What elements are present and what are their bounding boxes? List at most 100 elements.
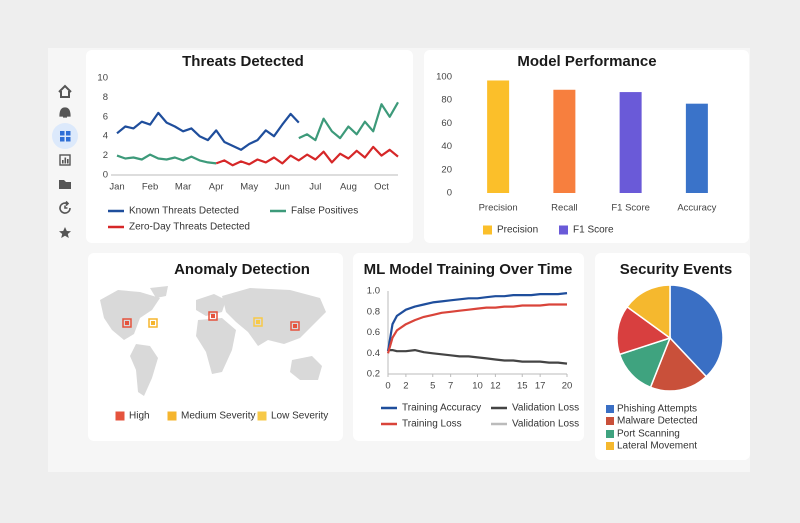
legend-label: Phishing Attempts [617, 404, 697, 415]
legend-swatch [257, 411, 267, 421]
x-tick-label: 10 [472, 381, 483, 392]
map-marker-core [211, 314, 215, 318]
legend-label: Malware Detected [617, 416, 698, 427]
series-line [116, 101, 399, 165]
bell-icon[interactable] [59, 107, 71, 118]
folder-icon[interactable] [59, 180, 71, 189]
legend-label: Port Scanning [617, 429, 680, 440]
y-tick-label: 100 [436, 72, 452, 83]
chart-title: Model Performance [517, 53, 656, 70]
chart-title: Anomaly Detection [174, 261, 310, 278]
bar [685, 103, 708, 193]
x-tick-label: Aug [340, 182, 357, 193]
series-line [386, 303, 567, 354]
map-marker [290, 321, 300, 331]
x-tick-label: Accuracy [677, 203, 716, 214]
map-marker [148, 318, 158, 328]
x-tick-label: 15 [517, 381, 528, 392]
x-tick-label: Precision [479, 203, 518, 214]
y-tick-label: 10 [97, 73, 108, 84]
home-icon[interactable] [58, 84, 72, 98]
x-tick-label: 20 [562, 381, 573, 392]
chart-title: Threats Detected [182, 53, 304, 70]
star-icon[interactable] [59, 227, 71, 238]
legend-swatch [115, 411, 125, 421]
analytics-icon[interactable] [59, 154, 71, 166]
map-marker-core [256, 320, 260, 324]
legend-label: False Positives [291, 206, 358, 217]
y-tick-label: 0.4 [367, 348, 380, 359]
legend-label: Training Loss [402, 419, 462, 430]
legend-label: Lateral Movement [617, 441, 697, 452]
y-tick-label: 6 [103, 111, 108, 122]
y-tick-label: 60 [441, 118, 452, 129]
bar [619, 92, 642, 193]
pie-slice [669, 284, 724, 378]
bar [487, 80, 510, 193]
x-tick-label: May [240, 182, 258, 193]
y-tick-label: 4 [103, 131, 108, 142]
chart-title: Security Events [620, 261, 733, 278]
y-tick-label: 0.2 [367, 369, 380, 380]
map-marker-core [293, 324, 297, 328]
history-icon[interactable] [59, 200, 71, 214]
x-tick-label: Mar [175, 182, 191, 193]
legend-swatch [606, 405, 614, 413]
map-marker [253, 317, 263, 327]
legend-label: Known Threats Detected [129, 206, 239, 217]
chart-title: ML Model Training Over Time [364, 261, 573, 278]
legend-swatch [606, 442, 614, 450]
legend-swatch [606, 430, 614, 438]
x-tick-label: 7 [448, 381, 453, 392]
x-tick-label: 0 [385, 381, 390, 392]
x-tick-label: Feb [142, 182, 158, 193]
y-tick-label: 1.0 [367, 286, 380, 297]
x-tick-label: Oct [374, 182, 389, 193]
x-tick-label: Jul [309, 182, 321, 193]
legend-swatch [606, 417, 614, 425]
world-map [100, 286, 326, 396]
pie-slice [649, 336, 708, 392]
map-marker-core [125, 321, 129, 325]
map-marker-core [151, 321, 155, 325]
sidebar [52, 84, 78, 238]
legend-swatch [167, 411, 177, 421]
x-tick-label: Jun [275, 182, 290, 193]
legend-label: Precision [497, 225, 538, 236]
map-marker [122, 318, 132, 328]
x-tick-label: 2 [403, 381, 408, 392]
y-tick-label: 0 [447, 188, 452, 199]
y-tick-label: 2 [103, 150, 108, 161]
pie-slice [616, 305, 672, 356]
x-tick-label: 12 [490, 381, 501, 392]
series-line [116, 111, 300, 151]
legend-label: Validation Loss [512, 403, 579, 414]
y-tick-label: 0.6 [367, 327, 380, 338]
y-tick-label: 80 [441, 95, 452, 106]
x-tick-label: 17 [535, 381, 546, 392]
y-tick-label: 0.8 [367, 306, 380, 317]
y-tick-label: 40 [441, 141, 452, 152]
x-tick-label: 5 [430, 381, 435, 392]
legend-label: Medium Severity [181, 411, 255, 422]
x-tick-label: F1 Score [611, 203, 650, 214]
legend-label: High [129, 411, 150, 422]
legend-label: Training Accuracy [402, 403, 481, 414]
x-tick-label: Recall [551, 203, 577, 214]
x-tick-label: Apr [209, 182, 224, 193]
map-marker [208, 311, 218, 321]
legend-label: Zero-Day Threats Detected [129, 222, 250, 233]
legend-label: Validation Loss [512, 419, 579, 430]
dashboard-icon[interactable] [60, 131, 71, 142]
pie-slice [626, 284, 671, 340]
legend-label: F1 Score [573, 225, 614, 236]
series-line [388, 349, 568, 365]
y-tick-label: 8 [103, 92, 108, 103]
card [86, 50, 413, 243]
legend-label: Low Severity [271, 411, 328, 422]
legend-swatch [559, 225, 568, 235]
card [353, 253, 584, 441]
legend-swatch [483, 225, 492, 235]
y-tick-label: 20 [441, 164, 452, 175]
